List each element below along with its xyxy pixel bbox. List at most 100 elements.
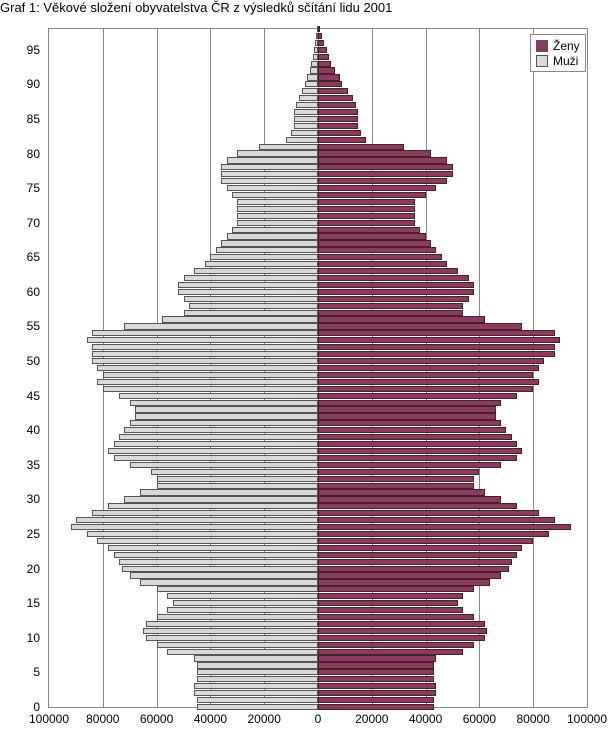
y-tick-label: 55: [27, 319, 40, 333]
bar-male: [227, 185, 318, 191]
bar-male: [108, 503, 318, 509]
bar-male: [194, 683, 318, 689]
bar-female: [318, 296, 469, 302]
y-tick-label: 85: [27, 112, 40, 126]
bar-male: [108, 448, 318, 454]
bar-male: [232, 227, 318, 233]
bar-female: [318, 123, 358, 129]
bar-female: [318, 379, 539, 385]
bar-female: [318, 26, 320, 32]
bar-male: [130, 420, 318, 426]
bar-female: [318, 600, 458, 606]
bar-female: [318, 441, 517, 447]
bar-male: [184, 275, 319, 281]
bar-female: [318, 303, 463, 309]
bar-male: [157, 483, 318, 489]
bar-male: [237, 206, 318, 212]
bar-female: [318, 261, 447, 267]
bar-female: [318, 697, 434, 703]
bar-female: [318, 67, 335, 73]
y-tick-label: 5: [33, 665, 40, 679]
bar-female: [318, 282, 474, 288]
bar-male: [178, 282, 318, 288]
bar-female: [318, 566, 509, 572]
bar-female: [318, 662, 434, 668]
x-tick-label: 80000: [517, 712, 550, 726]
bar-male: [294, 109, 318, 115]
bar-female: [318, 413, 496, 419]
bar-female: [318, 88, 348, 94]
bar-male: [294, 116, 318, 122]
bar-female: [318, 33, 322, 39]
bar-male: [124, 496, 318, 502]
bar-male: [92, 330, 318, 336]
y-tick-label: 10: [27, 631, 40, 645]
bar-male: [124, 427, 318, 433]
bar-female: [318, 406, 496, 412]
bar-female: [318, 254, 442, 260]
bar-male: [97, 538, 318, 544]
bar-male: [291, 130, 318, 136]
bar-male: [92, 351, 318, 357]
bar-female: [318, 621, 485, 627]
legend-item: Ženy: [536, 38, 580, 53]
bar-female: [318, 669, 434, 675]
bar-male: [157, 642, 318, 648]
bar-male: [232, 192, 318, 198]
bar-male: [146, 621, 318, 627]
bar-female: [318, 455, 517, 461]
x-tick-label: 100000: [567, 712, 607, 726]
bar-female: [318, 496, 501, 502]
bar-male: [135, 413, 318, 419]
x-tick-label: 100000: [29, 712, 69, 726]
bar-male: [135, 406, 318, 412]
bar-female: [318, 572, 501, 578]
bar-female: [318, 489, 485, 495]
bar-male: [221, 171, 318, 177]
bar-female: [318, 683, 436, 689]
bar-male: [130, 400, 318, 406]
bar-male: [307, 74, 318, 80]
bar-male: [103, 386, 318, 392]
legend: ŽenyMuži: [530, 34, 586, 72]
y-tick-label: 90: [27, 77, 40, 91]
bar-female: [318, 330, 555, 336]
bar-female: [318, 579, 490, 585]
plot-area: [48, 28, 588, 708]
bar-female: [318, 227, 420, 233]
bar-male: [311, 61, 318, 67]
bar-male: [140, 579, 318, 585]
bar-male: [119, 434, 318, 440]
bar-female: [318, 137, 366, 143]
bar-male: [130, 572, 318, 578]
bar-female: [318, 676, 434, 682]
bar-male: [151, 469, 318, 475]
bar-female: [318, 213, 415, 219]
bar-male: [184, 310, 319, 316]
bar-male: [197, 676, 318, 682]
bar-male: [259, 144, 318, 150]
bar-male: [71, 524, 318, 530]
bar-female: [318, 130, 361, 136]
bar-female: [318, 289, 474, 295]
bar-male: [184, 296, 319, 302]
bar-male: [119, 559, 318, 565]
bar-male: [92, 510, 318, 516]
bar-male: [114, 455, 318, 461]
y-axis: 05101520253035404550556065707580859095: [0, 28, 44, 708]
bar-male: [221, 178, 318, 184]
bar-male: [130, 462, 318, 468]
y-tick-label: 50: [27, 354, 40, 368]
bar-female: [318, 185, 436, 191]
bar-male: [194, 655, 318, 661]
bar-female: [318, 642, 474, 648]
y-tick-label: 70: [27, 216, 40, 230]
x-tick-label: 40000: [194, 712, 227, 726]
y-tick-label: 25: [27, 527, 40, 541]
bar-female: [318, 469, 479, 475]
bar-male: [227, 233, 318, 239]
x-tick-label: 20000: [355, 712, 388, 726]
y-tick-label: 65: [27, 250, 40, 264]
bar-female: [318, 524, 571, 530]
bar-male: [237, 220, 318, 226]
